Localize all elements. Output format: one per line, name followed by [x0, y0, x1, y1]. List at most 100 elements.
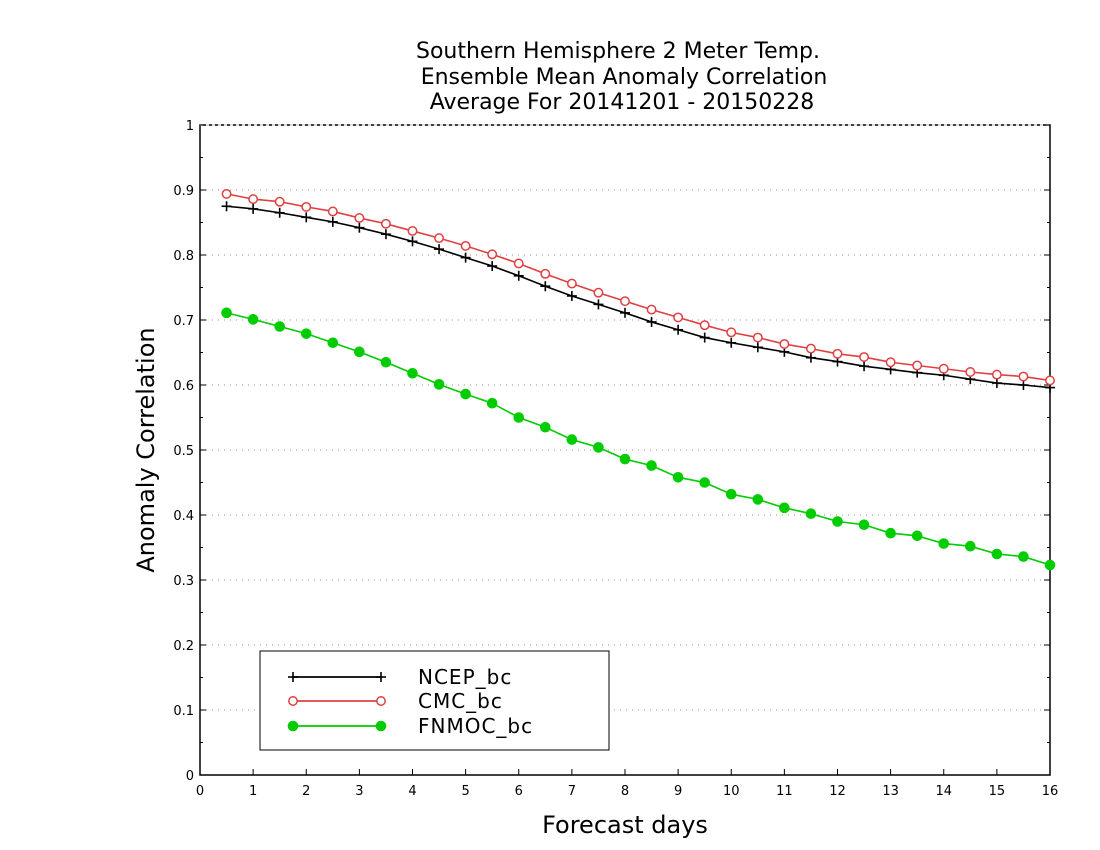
y-axis-label: Anomaly Correlation — [132, 327, 160, 572]
data-point — [938, 363, 949, 374]
data-point — [540, 268, 551, 279]
data-point — [540, 281, 551, 292]
legend-marker-start — [288, 672, 298, 682]
data-point — [965, 367, 976, 377]
data-point — [513, 270, 524, 281]
data-point — [407, 236, 418, 247]
data-point — [513, 258, 524, 269]
data-point — [434, 233, 445, 244]
data-point — [726, 327, 737, 338]
data-point — [859, 361, 870, 372]
data-point — [752, 494, 764, 505]
data-point — [221, 201, 232, 212]
data-point — [566, 290, 577, 301]
data-point — [460, 240, 471, 251]
data-point — [646, 316, 657, 327]
data-point — [912, 360, 923, 371]
y-tick-label: 0.2 — [173, 639, 194, 654]
title-line-3: Average For 20141201 - 20150228 — [430, 90, 815, 115]
data-point — [991, 369, 1002, 380]
data-point — [805, 343, 816, 354]
data-point — [221, 307, 232, 319]
data-point — [858, 519, 870, 531]
x-tick-label: 14 — [935, 784, 952, 799]
data-point — [247, 314, 259, 325]
y-axis-ticks: 0 0.1 0.2 0.3 0.4 0.5 0.6 0.7 0.8 0.9 1 — [173, 119, 1050, 784]
data-point — [673, 312, 684, 323]
data-point — [354, 213, 365, 223]
data-point — [1018, 371, 1029, 382]
data-point — [699, 320, 710, 331]
data-point — [1018, 380, 1029, 390]
data-point — [805, 352, 816, 363]
legend-label: FNMOC_bc — [418, 714, 533, 738]
x-tick-label: 6 — [515, 784, 523, 799]
data-point — [274, 321, 285, 332]
data-point — [540, 421, 551, 433]
data-point — [327, 206, 338, 217]
data-point — [380, 229, 391, 240]
data-point — [1045, 375, 1055, 386]
gridlines — [200, 189, 1050, 711]
y-tick-label: 0.6 — [173, 379, 194, 394]
chart-title: Southern Hemisphere 2 Meter Temp. Ensemb… — [416, 39, 827, 115]
data-point — [725, 488, 737, 500]
data-point — [327, 216, 338, 227]
data-point — [301, 201, 312, 212]
x-tick-label: 2 — [302, 784, 310, 799]
data-point — [965, 540, 976, 552]
x-tick-label: 7 — [568, 784, 576, 799]
series-FNMOC_bc — [221, 307, 1056, 571]
data-point — [805, 508, 817, 520]
legend-label: CMC_bc — [418, 689, 503, 713]
y-tick-label: 0.8 — [173, 249, 194, 264]
y-tick-label: 0.9 — [173, 184, 194, 199]
data-point — [620, 307, 630, 318]
data-point — [859, 352, 870, 362]
data-point — [593, 299, 604, 310]
x-tick-label: 1 — [249, 784, 257, 799]
data-point — [673, 324, 684, 335]
data-point — [779, 502, 790, 514]
data-point — [911, 530, 923, 542]
data-point — [354, 346, 365, 358]
data-point — [779, 339, 790, 349]
data-point — [327, 337, 339, 349]
legend-label: NCEP_bc — [418, 665, 512, 689]
x-tick-label: 12 — [829, 784, 846, 799]
y-tick-label: 0.1 — [173, 704, 194, 719]
x-tick-label: 4 — [408, 784, 416, 799]
data-point — [460, 252, 471, 263]
data-point — [726, 337, 737, 348]
x-tick-label: 3 — [355, 784, 363, 799]
data-point — [407, 226, 418, 236]
data-point — [885, 357, 896, 368]
y-tick-label: 1 — [186, 119, 194, 134]
data-point — [460, 388, 471, 400]
data-point — [1018, 551, 1029, 562]
data-point — [434, 244, 445, 255]
legend-marker-start — [287, 720, 299, 732]
data-point — [274, 207, 285, 218]
series-line — [226, 205, 1051, 389]
x-tick-label: 16 — [1042, 784, 1059, 799]
title-line-1: Southern Hemisphere 2 Meter Temp. — [416, 39, 820, 64]
data-point — [699, 332, 710, 343]
data-point — [646, 304, 657, 315]
y-tick-label: 0.4 — [173, 509, 194, 524]
data-point — [620, 296, 630, 307]
data-point — [433, 379, 445, 390]
data-point — [221, 188, 232, 199]
data-point — [566, 278, 577, 289]
data-point — [646, 460, 657, 471]
data-point — [407, 368, 418, 379]
series-NCEP_bc — [221, 201, 1055, 393]
x-axis-ticks: 0 1 2 3 4 5 6 7 8 9 10 11 12 13 14 15 16 — [196, 769, 1058, 799]
data-point — [1044, 559, 1056, 571]
data-point — [354, 222, 365, 233]
x-tick-label: 10 — [723, 784, 740, 799]
series-line — [226, 312, 1051, 566]
data-point — [513, 412, 525, 423]
